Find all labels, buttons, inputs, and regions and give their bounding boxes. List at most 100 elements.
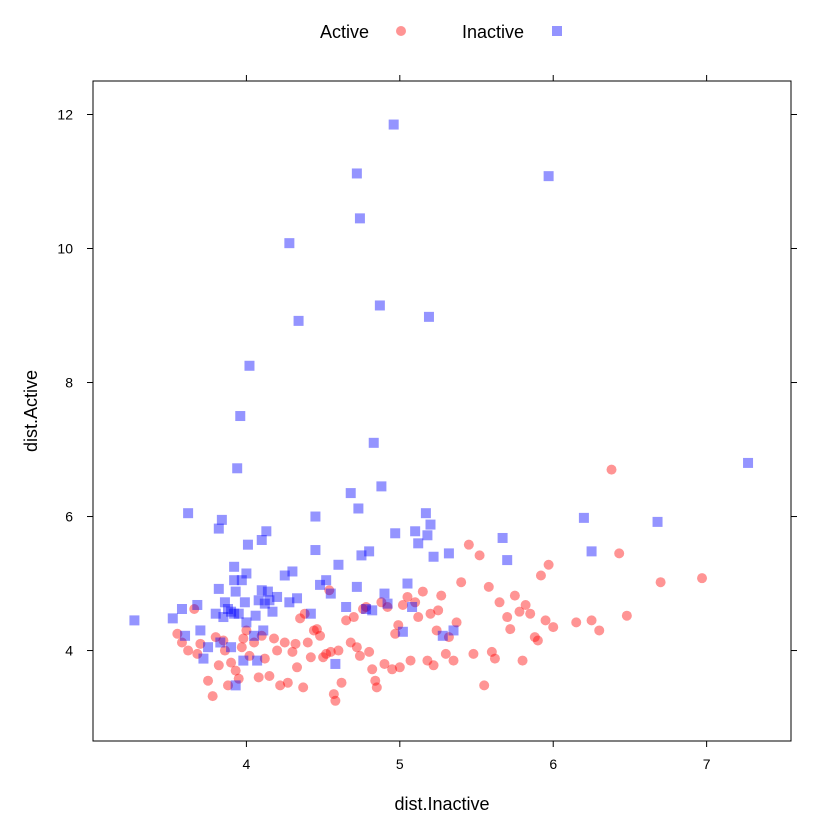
point-active: [697, 573, 708, 584]
point-active: [354, 650, 365, 661]
point-inactive: [222, 604, 233, 614]
point-inactive: [443, 548, 454, 559]
point-active: [520, 599, 531, 610]
point-active: [244, 650, 255, 661]
point-active: [203, 675, 214, 686]
point-active: [379, 658, 390, 669]
point-active: [256, 630, 267, 641]
point-inactive: [129, 615, 140, 626]
point-inactive: [183, 508, 194, 519]
point-inactive: [586, 546, 597, 557]
point-inactive: [420, 508, 431, 519]
point-inactive: [259, 598, 270, 609]
x-tick-label: 7: [703, 756, 711, 772]
legend-marker-active: [396, 26, 406, 36]
point-inactive: [284, 597, 295, 608]
point-active: [264, 671, 275, 682]
point-inactive: [310, 511, 321, 522]
point-inactive: [407, 601, 418, 612]
point-inactive: [361, 604, 372, 614]
point-active: [456, 577, 467, 588]
point-active: [468, 648, 479, 659]
point-active: [436, 590, 447, 601]
point-active: [489, 653, 500, 664]
point-active: [540, 615, 551, 626]
point-inactive: [192, 599, 203, 610]
point-inactive: [502, 555, 513, 566]
point-active: [290, 638, 301, 649]
point-active: [226, 657, 237, 668]
point-inactive: [230, 680, 241, 691]
y-tick-label: 6: [65, 509, 73, 525]
point-active: [509, 590, 520, 601]
point-active: [213, 660, 224, 671]
point-active: [505, 624, 516, 635]
point-active: [433, 605, 444, 616]
point-inactive: [367, 605, 378, 616]
y-tick-label: 4: [65, 643, 73, 659]
point-active: [357, 604, 368, 614]
axes-ticks: 4 5 6 7 4 6 8 10 12: [57, 75, 797, 772]
point-active: [230, 665, 241, 676]
point-active: [241, 625, 252, 636]
point-active: [535, 570, 546, 581]
point-active: [413, 612, 424, 623]
point-active: [382, 601, 393, 612]
point-inactive: [382, 598, 393, 609]
point-inactive: [353, 503, 364, 514]
point-active: [571, 617, 582, 628]
point-active: [431, 625, 442, 636]
x-tick-label: 5: [396, 756, 404, 772]
point-active: [405, 655, 416, 666]
point-inactive: [374, 300, 385, 311]
point-inactive: [216, 514, 227, 525]
point-active: [269, 633, 280, 644]
point-active: [333, 645, 344, 656]
point-inactive: [397, 626, 408, 637]
point-inactive: [219, 597, 230, 608]
point-active: [311, 624, 322, 635]
point-active: [341, 615, 352, 626]
point-inactive: [238, 655, 249, 666]
point-active: [189, 604, 200, 614]
point-inactive: [390, 528, 401, 539]
point-inactive: [333, 559, 344, 570]
point-active: [425, 608, 436, 619]
point-inactive: [215, 637, 226, 648]
point-active: [259, 653, 270, 664]
point-inactive: [437, 630, 448, 641]
point-inactive: [226, 606, 237, 617]
point-inactive: [448, 625, 459, 636]
point-active: [370, 675, 381, 686]
y-axis-title: dist.Active: [21, 370, 41, 452]
point-active: [345, 637, 356, 648]
point-active: [532, 635, 543, 646]
point-inactive: [379, 588, 390, 599]
point-inactive: [235, 411, 246, 422]
point-active: [222, 680, 233, 691]
point-active: [299, 608, 310, 619]
x-tick-label: 4: [243, 756, 251, 772]
point-inactive: [210, 608, 221, 619]
point-inactive: [236, 575, 247, 586]
point-active: [336, 677, 347, 688]
point-active: [275, 680, 286, 691]
plot-frame: [92, 80, 792, 742]
point-inactive: [239, 597, 250, 608]
point-inactive: [388, 119, 399, 130]
point-inactive: [262, 586, 273, 597]
point-active: [219, 645, 230, 656]
point-active: [330, 695, 341, 706]
point-inactive: [315, 579, 326, 590]
point-active: [272, 645, 283, 656]
point-inactive: [279, 570, 290, 581]
point-inactive: [244, 360, 255, 371]
point-active: [451, 617, 462, 628]
point-active: [315, 630, 326, 641]
legend-marker-inactive: [552, 26, 562, 36]
point-active: [614, 548, 625, 559]
point-active: [325, 646, 336, 657]
x-tick-label: 6: [549, 756, 557, 772]
point-inactive: [345, 488, 356, 499]
point-active: [543, 559, 554, 570]
